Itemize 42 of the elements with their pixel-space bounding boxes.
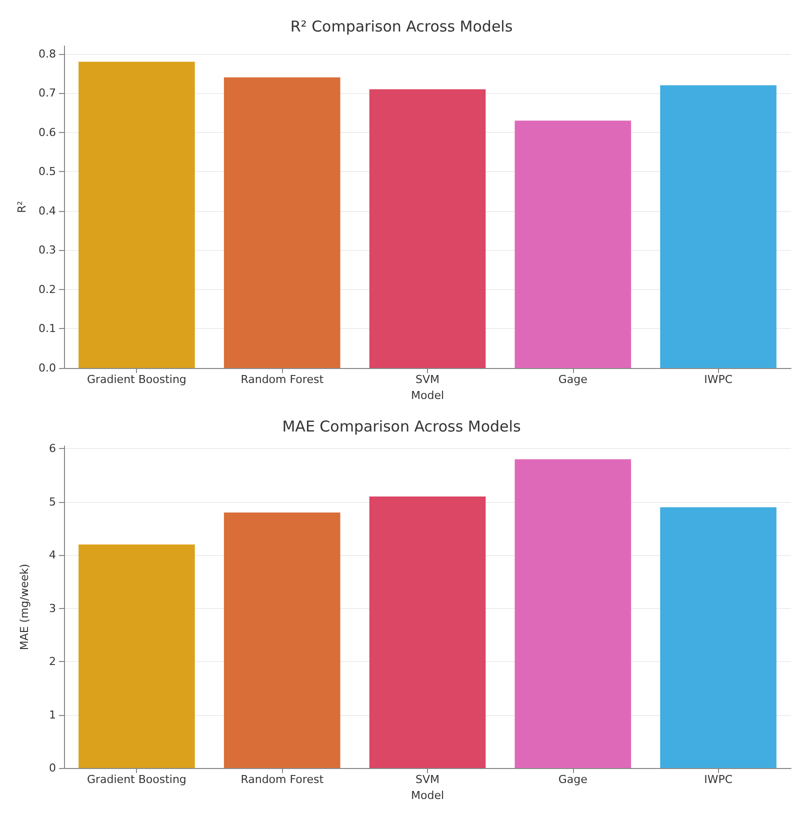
y-tick-label: 2 xyxy=(49,655,56,668)
x-tick-label: Gage xyxy=(558,773,588,786)
bar xyxy=(660,85,776,368)
bar xyxy=(369,89,486,368)
y-tick-label: 0.3 xyxy=(38,244,56,257)
y-tick-label: 4 xyxy=(49,548,56,562)
bar xyxy=(514,120,632,368)
x-tick-label: IWPC xyxy=(704,373,733,386)
y-tick-label: 0.0 xyxy=(38,362,56,374)
y-tick-label: 0.2 xyxy=(38,282,56,296)
y-axis-title: R² xyxy=(16,200,29,214)
bar xyxy=(369,496,486,768)
x-axis-title: Model xyxy=(410,389,444,402)
y-tick-label: 1 xyxy=(49,708,56,722)
y-tick-label: 6 xyxy=(49,442,56,456)
bar xyxy=(224,512,340,768)
bar xyxy=(224,77,340,368)
bar xyxy=(78,544,195,768)
bar xyxy=(78,62,195,368)
y-tick-label: 0.6 xyxy=(38,126,56,139)
y-axis-title: MAE (mg/week) xyxy=(18,564,31,650)
y-tick-label: 3 xyxy=(49,602,56,615)
y-tick-label: 0.8 xyxy=(38,47,56,60)
y-tick-label: 0.1 xyxy=(38,322,56,336)
x-axis-title: Model xyxy=(410,789,444,802)
x-tick-label: Random Forest xyxy=(240,373,324,386)
x-tick-label: Gradient Boosting xyxy=(86,773,186,786)
chart-title: R² Comparison Across Models xyxy=(290,18,513,36)
chart-title: MAE Comparison Across Models xyxy=(282,418,521,436)
y-tick-label: 0.4 xyxy=(38,204,56,218)
bar xyxy=(660,507,776,768)
y-tick-label: 0.7 xyxy=(38,86,56,100)
x-tick-label: Gage xyxy=(558,373,588,386)
x-tick-label: IWPC xyxy=(704,773,733,786)
y-tick-label: 0 xyxy=(49,762,56,774)
x-tick-label: Random Forest xyxy=(240,773,324,786)
y-tick-label: 0.5 xyxy=(38,165,56,178)
bar xyxy=(514,459,632,768)
x-tick-label: SVM xyxy=(416,773,440,786)
x-tick-label: SVM xyxy=(416,373,440,386)
y-tick-label: 5 xyxy=(49,495,56,508)
x-tick-label: Gradient Boosting xyxy=(86,373,186,386)
